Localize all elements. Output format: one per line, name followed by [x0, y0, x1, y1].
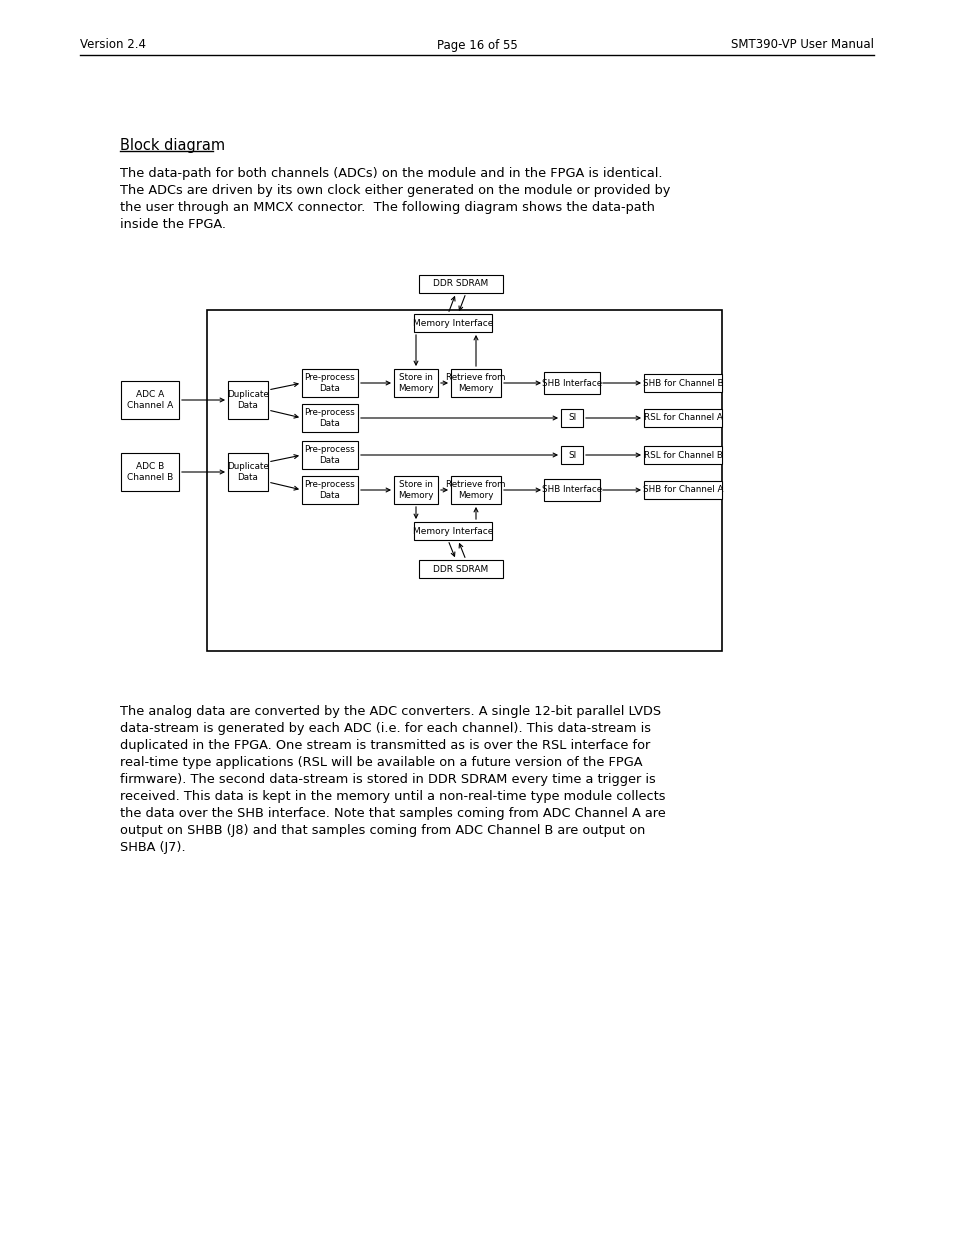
Bar	[394, 475, 437, 504]
Bar	[451, 369, 500, 396]
Bar	[451, 475, 500, 504]
Text: Pre-process
Data: Pre-process Data	[304, 373, 355, 393]
Text: Memory Interface: Memory Interface	[413, 319, 493, 327]
Bar	[228, 382, 268, 419]
Text: duplicated in the FPGA. One stream is transmitted as is over the RSL interface f: duplicated in the FPGA. One stream is tr…	[120, 739, 650, 752]
Text: SI: SI	[567, 414, 576, 422]
Text: RSL for Channel A: RSL for Channel A	[643, 414, 721, 422]
Text: The analog data are converted by the ADC converters. A single 12-bit parallel LV: The analog data are converted by the ADC…	[120, 705, 660, 718]
Bar	[643, 374, 721, 391]
Text: Retrieve from
Memory: Retrieve from Memory	[446, 373, 505, 393]
Bar	[394, 369, 437, 396]
Bar	[560, 446, 582, 464]
Text: The ADCs are driven by its own clock either generated on the module or provided : The ADCs are driven by its own clock eit…	[120, 184, 670, 198]
Text: DDR SDRAM: DDR SDRAM	[433, 564, 488, 573]
Bar	[418, 559, 502, 578]
Bar	[414, 314, 492, 332]
Text: Duplicate
Data: Duplicate Data	[227, 462, 269, 482]
Bar	[302, 441, 357, 469]
Text: firmware). The second data-stream is stored in DDR SDRAM every time a trigger is: firmware). The second data-stream is sto…	[120, 773, 655, 785]
Text: data-stream is generated by each ADC (i.e. for each channel). This data-stream i: data-stream is generated by each ADC (i.…	[120, 722, 650, 735]
Text: Duplicate
Data: Duplicate Data	[227, 390, 269, 410]
Text: Memory Interface: Memory Interface	[413, 526, 493, 536]
Text: SHB Interface: SHB Interface	[541, 485, 601, 494]
Bar	[207, 310, 721, 651]
Bar	[228, 453, 268, 492]
Text: received. This data is kept in the memory until a non-real-time type module coll: received. This data is kept in the memor…	[120, 790, 665, 803]
Bar	[543, 479, 599, 501]
Text: DDR SDRAM: DDR SDRAM	[433, 279, 488, 289]
Text: output on SHBB (J8) and that samples coming from ADC Channel B are output on: output on SHBB (J8) and that samples com…	[120, 824, 644, 837]
Text: ADC B
Channel B: ADC B Channel B	[127, 462, 172, 482]
Text: RSL for Channel B: RSL for Channel B	[643, 451, 721, 459]
Text: the data over the SHB interface. Note that samples coming from ADC Channel A are: the data over the SHB interface. Note th…	[120, 806, 665, 820]
Text: SMT390-VP User Manual: SMT390-VP User Manual	[730, 38, 873, 52]
Text: ADC A
Channel A: ADC A Channel A	[127, 390, 172, 410]
Bar	[643, 446, 721, 464]
Text: The data-path for both channels (ADCs) on the module and in the FPGA is identica: The data-path for both channels (ADCs) o…	[120, 167, 661, 180]
Bar	[414, 522, 492, 540]
Text: Page 16 of 55: Page 16 of 55	[436, 38, 517, 52]
Bar	[560, 409, 582, 427]
Bar	[121, 382, 179, 419]
Bar	[643, 480, 721, 499]
Bar	[643, 409, 721, 427]
Text: Pre-process
Data: Pre-process Data	[304, 409, 355, 427]
Bar	[302, 475, 357, 504]
Text: Version 2.4: Version 2.4	[80, 38, 146, 52]
Bar	[418, 275, 502, 293]
Text: inside the FPGA.: inside the FPGA.	[120, 219, 226, 231]
Text: Retrieve from
Memory: Retrieve from Memory	[446, 480, 505, 500]
Text: Store in
Memory: Store in Memory	[398, 373, 434, 393]
Text: Pre-process
Data: Pre-process Data	[304, 480, 355, 500]
Bar	[302, 369, 357, 396]
Text: the user through an MMCX connector.  The following diagram shows the data-path: the user through an MMCX connector. The …	[120, 201, 655, 214]
Text: SHB for Channel A: SHB for Channel A	[642, 485, 722, 494]
Text: SHB for Channel B: SHB for Channel B	[642, 378, 722, 388]
Bar	[121, 453, 179, 492]
Text: SHB Interface: SHB Interface	[541, 378, 601, 388]
Bar	[302, 404, 357, 432]
Text: Pre-process
Data: Pre-process Data	[304, 446, 355, 464]
Text: SI: SI	[567, 451, 576, 459]
Text: real-time type applications (RSL will be available on a future version of the FP: real-time type applications (RSL will be…	[120, 756, 641, 769]
Text: Store in
Memory: Store in Memory	[398, 480, 434, 500]
Text: SHBA (J7).: SHBA (J7).	[120, 841, 186, 853]
Text: Block diagram: Block diagram	[120, 138, 225, 153]
Bar	[543, 372, 599, 394]
